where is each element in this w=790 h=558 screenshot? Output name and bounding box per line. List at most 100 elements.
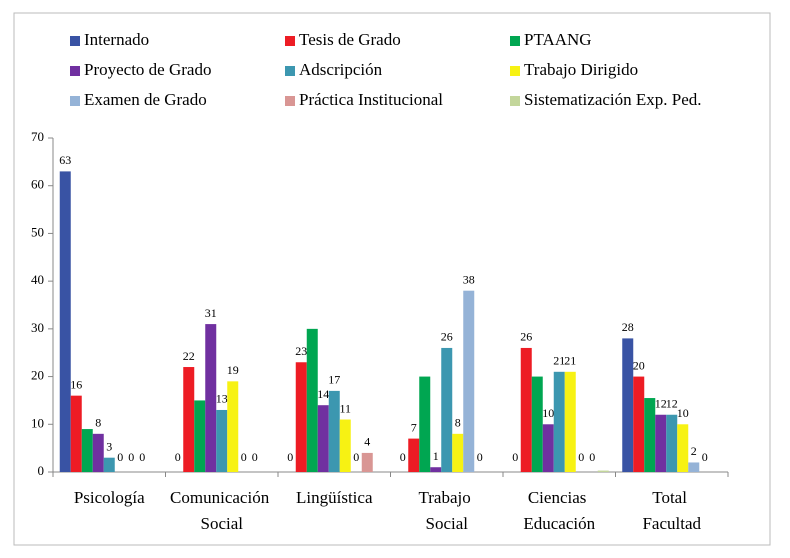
data-label: 22	[183, 349, 195, 363]
bar	[339, 419, 351, 472]
data-label: 0	[512, 450, 518, 464]
data-label: 26	[520, 330, 532, 344]
bar	[103, 457, 115, 472]
data-label: 26	[441, 330, 453, 344]
legend-label: Sistematización Exp. Ped.	[524, 90, 702, 109]
bar	[666, 414, 678, 472]
bar	[677, 424, 689, 472]
data-label: 12	[666, 396, 678, 410]
data-label: 10	[542, 406, 554, 420]
data-label: 21	[564, 354, 576, 368]
data-label: 10	[677, 406, 689, 420]
legend-swatch	[285, 66, 295, 76]
data-label: 0	[702, 450, 708, 464]
bar	[216, 409, 228, 472]
y-tick-label: 40	[31, 272, 44, 287]
data-label: 12	[655, 396, 667, 410]
x-tick-label: Comunicación Social	[170, 488, 273, 533]
bar	[564, 371, 576, 472]
data-label: 4	[364, 435, 370, 449]
data-label: 14	[317, 387, 329, 401]
data-label: 0	[400, 450, 406, 464]
bar	[622, 338, 634, 472]
data-label: 16	[70, 377, 82, 391]
bar	[542, 424, 554, 472]
bar	[183, 367, 195, 472]
bar	[306, 328, 318, 472]
bar	[520, 347, 532, 472]
x-tick-label: Lingüística	[296, 488, 373, 507]
data-label: 11	[339, 401, 351, 415]
bar	[419, 376, 431, 472]
data-label: 0	[578, 450, 584, 464]
bar	[441, 347, 453, 472]
data-label: 17	[328, 373, 340, 387]
legend-swatch	[510, 96, 520, 106]
x-tick-label: Trabajo Social	[418, 488, 475, 533]
data-label: 0	[139, 450, 145, 464]
bar	[633, 376, 645, 472]
x-tick-label: Psicología	[74, 488, 145, 507]
data-label: 0	[252, 450, 258, 464]
data-label: 7	[411, 420, 417, 434]
legend-label: Práctica Institucional	[299, 90, 443, 109]
bar	[81, 429, 93, 472]
legend-swatch	[70, 36, 80, 46]
data-label: 28	[622, 320, 634, 334]
bar	[408, 438, 420, 472]
data-label: 63	[59, 153, 71, 167]
legend-label: Examen de Grado	[84, 90, 207, 109]
legend-label: Tesis de Grado	[299, 30, 401, 49]
bar	[430, 467, 442, 472]
data-label: 2	[691, 444, 697, 458]
data-label: 20	[633, 358, 645, 372]
x-tick-label: Total Facultad	[642, 488, 701, 533]
data-label: 21	[553, 354, 565, 368]
data-label: 0	[589, 450, 595, 464]
bar	[317, 405, 329, 472]
legend-swatch	[510, 66, 520, 76]
legend-swatch	[70, 66, 80, 76]
y-tick-label: 60	[31, 177, 44, 192]
bar	[227, 381, 239, 472]
legend-label: Trabajo Dirigido	[524, 60, 638, 79]
legend-label: PTAANG	[524, 30, 592, 49]
data-label: 3	[106, 439, 112, 453]
legend-label: Adscripción	[299, 60, 383, 79]
bar	[655, 414, 667, 472]
bar	[553, 371, 565, 472]
bar	[688, 462, 700, 472]
data-label: 0	[117, 450, 123, 464]
data-label: 0	[175, 450, 181, 464]
y-tick-label: 0	[38, 463, 45, 478]
bar	[361, 452, 373, 472]
y-tick-label: 20	[31, 368, 44, 383]
data-label: 23	[295, 344, 307, 358]
y-tick-label: 10	[31, 415, 44, 430]
data-label: 0	[477, 450, 483, 464]
x-tick-label: Ciencias Educación	[523, 488, 595, 533]
bar	[463, 290, 475, 472]
data-label: 19	[227, 363, 239, 377]
y-tick-label: 70	[31, 129, 44, 144]
data-label: 31	[205, 306, 217, 320]
bar	[452, 433, 464, 472]
y-tick-label: 30	[31, 320, 44, 335]
legend-swatch	[285, 36, 295, 46]
data-label: 0	[287, 450, 293, 464]
legend-label: Proyecto de Grado	[84, 60, 211, 79]
bar	[205, 324, 217, 472]
legend-swatch	[70, 96, 80, 106]
bar	[59, 171, 71, 472]
bar	[531, 376, 543, 472]
data-label: 0	[353, 450, 359, 464]
bar	[295, 362, 307, 472]
bar	[597, 470, 609, 472]
data-label: 38	[463, 272, 475, 286]
data-label: 1	[433, 449, 439, 463]
bar	[92, 433, 104, 472]
data-label: 8	[95, 416, 101, 430]
data-label: 0	[241, 450, 247, 464]
bar	[328, 390, 340, 472]
